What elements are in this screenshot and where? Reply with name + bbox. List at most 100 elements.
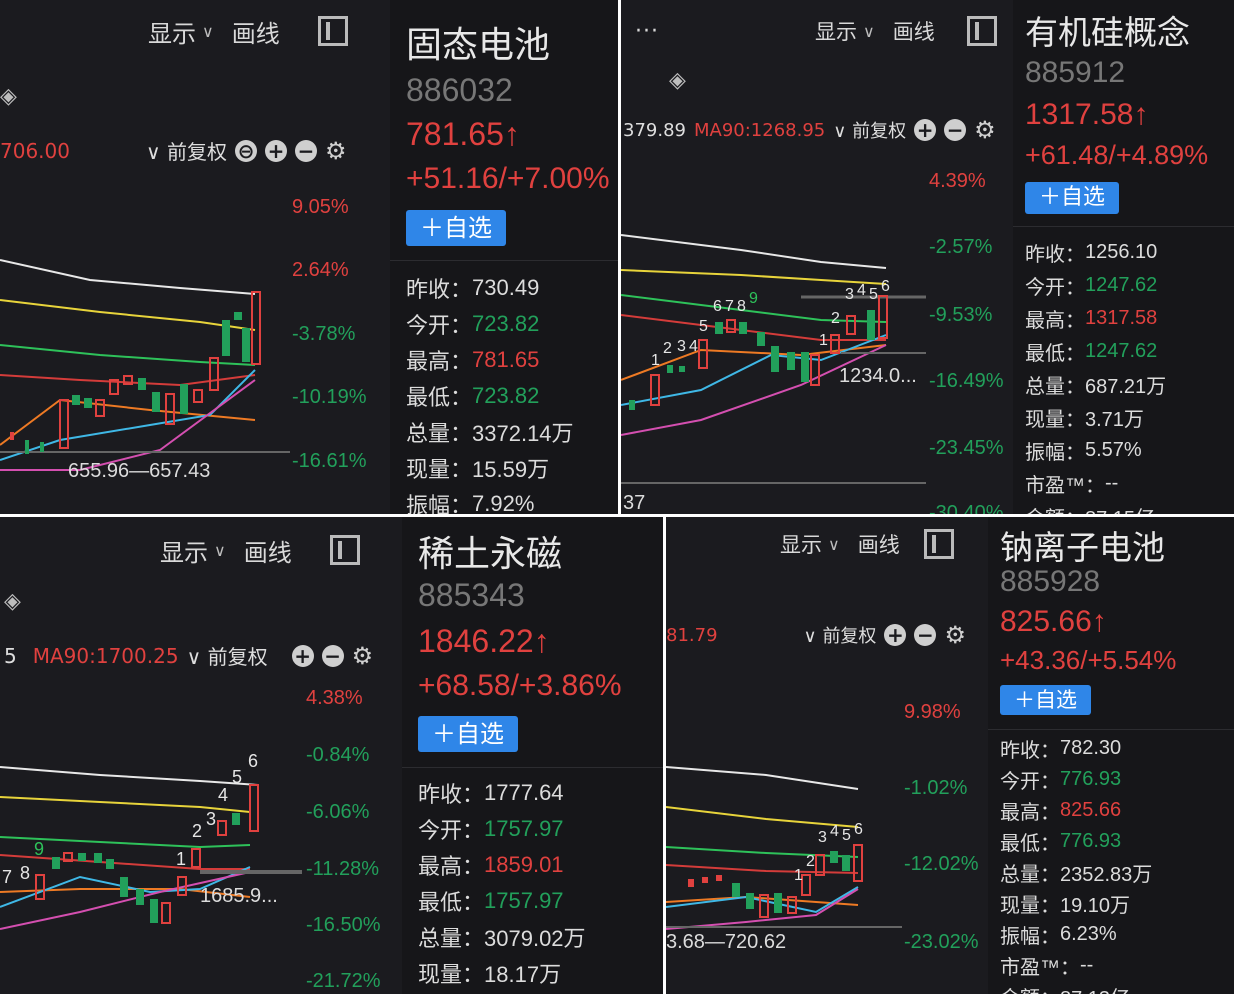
minus-circle-icon[interactable]: − — [944, 119, 967, 141]
ma-line-orange — [0, 398, 256, 446]
ma-line-pink — [621, 344, 887, 436]
gear-icon[interactable]: ⚙ — [324, 136, 347, 165]
adjust-label: 前复权 — [822, 626, 877, 647]
stat-row: 最高： 781.65 — [406, 342, 574, 378]
stock-price: 1846.22↑ — [418, 623, 550, 659]
stock-name: 有机硅概念 — [1025, 13, 1190, 52]
stat-row: 金额：87.15亿 — [1025, 500, 1166, 514]
stat-value: 723.82 — [472, 311, 540, 336]
layers-icon[interactable]: ◈ — [0, 84, 17, 109]
candle — [679, 366, 685, 372]
stat-row: 振幅： 7.92% — [406, 486, 574, 514]
display-menu[interactable]: 显示 ∨ — [815, 16, 875, 46]
pct-label: -16.61% — [292, 450, 367, 472]
ma-line-green — [0, 836, 251, 849]
stat-label: 振幅： — [406, 493, 473, 514]
plus-circle-icon[interactable]: + — [884, 624, 907, 646]
plus-circle-icon[interactable]: + — [914, 119, 937, 141]
plus-circle-icon[interactable]: + — [264, 139, 287, 162]
stat-row: 最高： 1317.58 — [1025, 302, 1166, 335]
adjust-menu[interactable]: ∨ 前复权 — [833, 121, 907, 142]
draw-line-button[interactable]: 画线 — [893, 16, 935, 46]
ma-line-green — [666, 846, 859, 858]
draw-label: 画线 — [231, 19, 280, 48]
stat-row: 总量： 2352.83万 — [1000, 857, 1152, 888]
stat-value: 5.57% — [1085, 439, 1142, 461]
add-watchlist-button[interactable]: ＋自选 — [1000, 685, 1091, 715]
candle — [251, 291, 261, 365]
add-watchlist-button[interactable]: ＋自选 — [406, 210, 506, 246]
stat-value: 1777.64 — [484, 780, 564, 805]
candlestick-chart — [0, 259, 290, 471]
candle — [180, 384, 188, 414]
quote-sidebar: 钠离子电池 885928 825.66↑ +43.36/+5.54% ＋自选 昨… — [988, 517, 1234, 994]
stock-name: 钠离子电池 — [1000, 528, 1165, 567]
candle — [715, 322, 723, 334]
draw-label: 画线 — [243, 538, 292, 567]
layers-icon[interactable]: ◈ — [669, 68, 686, 93]
gear-icon[interactable]: ⚙ — [974, 116, 996, 144]
candle — [59, 399, 69, 449]
stat-row: 振幅： 5.57% — [1025, 434, 1166, 467]
more-menu[interactable]: ··· — [635, 18, 659, 44]
gear-icon[interactable]: ⚙ — [351, 641, 374, 670]
candle — [209, 357, 219, 391]
chevron-down-icon: ∨ — [862, 21, 875, 41]
candles — [10, 291, 261, 454]
candle — [94, 853, 102, 863]
minus-circle-icon[interactable]: − — [914, 624, 937, 646]
stat-value: -- — [1105, 472, 1119, 494]
quote-sidebar: 有机硅概念 885912 1317.58↑ +61.48/+4.89% ＋自选 … — [1013, 0, 1234, 514]
add-watchlist-button[interactable]: ＋自选 — [418, 716, 518, 752]
stock-price: 825.66↑ — [1000, 605, 1107, 638]
candle — [161, 902, 171, 924]
candle-count-label: 3 — [206, 809, 217, 829]
draw-line-button[interactable]: 画线 — [244, 533, 292, 568]
candle — [138, 378, 146, 390]
zoom-out-icon[interactable]: − — [294, 139, 317, 162]
pct-label: 4.38% — [306, 687, 363, 709]
minus-circle-icon[interactable]: ⊖ — [234, 139, 257, 162]
candle — [10, 432, 14, 440]
stat-value: 15.59万 — [472, 457, 550, 482]
stat-label: 总量： — [418, 926, 485, 951]
candlestick-chart — [621, 234, 926, 484]
layout-toggle-icon[interactable] — [317, 16, 348, 46]
candle-count-label: 3 — [818, 829, 827, 846]
ma-line-yellow — [666, 806, 859, 828]
adjust-menu[interactable]: ∨ 前复权 — [186, 645, 268, 669]
stock-code: 885928 — [1000, 565, 1101, 598]
candle-count-label: 5 — [842, 827, 851, 844]
add-watchlist-button[interactable]: ＋自选 — [1025, 182, 1120, 214]
layout-toggle-icon[interactable] — [923, 529, 954, 559]
range-label: 1685.9... — [200, 885, 278, 907]
layout-toggle-icon[interactable] — [329, 535, 360, 565]
stat-label: 今开： — [406, 313, 473, 338]
draw-line-button[interactable]: 画线 — [232, 14, 280, 49]
plus-circle-icon[interactable]: + — [291, 644, 314, 667]
layers-icon[interactable]: ◈ — [4, 589, 21, 614]
adjust-menu[interactable]: ∨ 前复权 — [145, 140, 227, 164]
gear-icon[interactable]: ⚙ — [944, 621, 966, 649]
pct-label: -3.78% — [292, 323, 356, 345]
pct-label: 2.64% — [292, 259, 349, 281]
candle-count-label: 4 — [689, 338, 698, 355]
quote-sidebar: 固态电池 886032 781.65↑ +51.16/+7.00% ＋自选 昨收… — [390, 0, 618, 514]
display-menu[interactable]: 显示 ∨ — [148, 14, 214, 49]
draw-line-button[interactable]: 画线 — [858, 529, 900, 559]
layout-toggle-icon[interactable] — [966, 16, 997, 46]
candle-count-label: 9 — [34, 839, 45, 859]
stat-row: 最低： 723.82 — [406, 378, 574, 414]
price-change: +51.16/+7.00% — [406, 162, 610, 195]
display-menu[interactable]: 显示 ∨ — [160, 533, 226, 568]
price-change: +61.48/+4.89% — [1025, 140, 1209, 170]
stat-row: 昨收： 1256.10 — [1025, 236, 1166, 269]
adjust-menu[interactable]: ∨ 前复权 — [803, 626, 877, 647]
display-menu[interactable]: 显示 ∨ — [780, 529, 840, 559]
range-label: 3.68—720.62 — [666, 931, 787, 953]
candle — [787, 896, 797, 914]
stat-value: 3372.14万 — [472, 421, 574, 446]
minus-circle-icon[interactable]: − — [321, 644, 344, 667]
candle-count-label: 7 — [2, 867, 13, 887]
candle-count-label: 7 — [725, 298, 734, 315]
